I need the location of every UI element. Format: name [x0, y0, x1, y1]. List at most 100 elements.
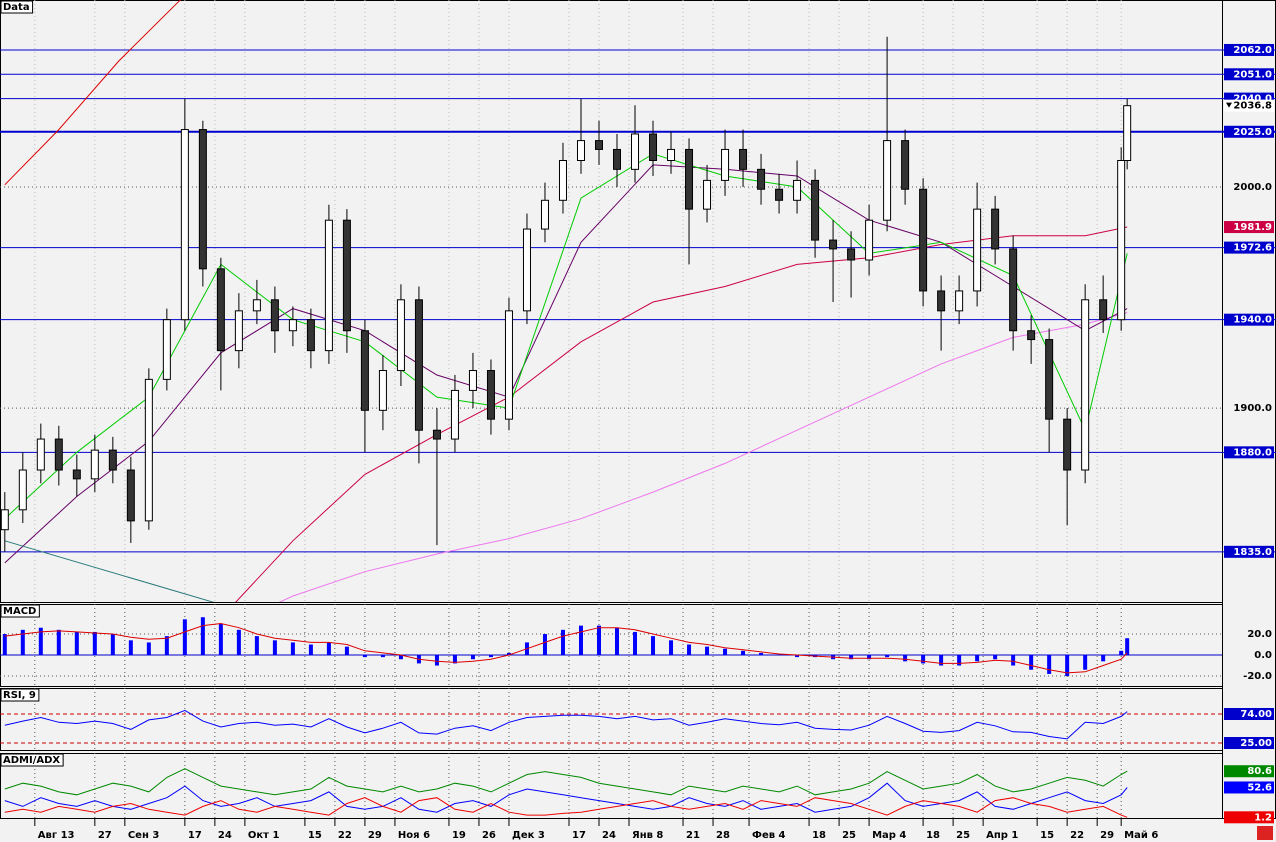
macd-bar [362, 655, 367, 658]
axis-tag: 1940.0 [1233, 315, 1272, 326]
candle-body [811, 179, 820, 241]
candle-body [1081, 299, 1090, 471]
candle-body [72, 469, 81, 480]
candle-body [1045, 339, 1054, 420]
macd-bar [867, 655, 872, 660]
macd-bar [380, 655, 385, 658]
x-tick-label: 28 [716, 830, 730, 841]
macd-bar [596, 625, 601, 656]
candle-body [649, 133, 658, 162]
macd-bar [344, 646, 349, 656]
macd-bar [218, 623, 223, 656]
macd-bar [633, 631, 638, 656]
candle-body [901, 140, 910, 190]
x-tick-label: Сен 3 [128, 830, 160, 841]
candle-body [468, 370, 477, 391]
candle-body [198, 129, 207, 270]
candle-body [36, 438, 45, 471]
macd-bar [272, 640, 277, 656]
axis-tag-bg [1224, 781, 1274, 794]
panel-title: RSI, 9 [3, 690, 36, 701]
candle-body [486, 370, 495, 420]
macd-bar [615, 627, 620, 656]
candle-body [703, 179, 712, 210]
macd-bar [1101, 655, 1106, 662]
macd-bar [182, 619, 187, 656]
x-tick-label: Дек 3 [512, 830, 545, 841]
candle-body [757, 168, 766, 190]
macd-bar [759, 652, 764, 656]
candle-body [667, 148, 676, 162]
axis-tag: 20.0 [1247, 629, 1272, 640]
x-tick-label: 15 [308, 830, 322, 841]
candle-body [829, 239, 838, 250]
axis-tag: 74.00 [1240, 709, 1272, 720]
macd-bar [578, 625, 583, 656]
axis-tag-bg [1224, 221, 1274, 234]
axis-tag: 0.0 [1254, 650, 1272, 661]
macd-bar [885, 655, 890, 658]
candle-body [108, 449, 117, 471]
macd-bar [687, 644, 692, 656]
macd-bar [921, 655, 926, 664]
axis-tag: 80.6 [1247, 766, 1272, 777]
macd-bar [705, 646, 710, 656]
macd-bar [939, 655, 944, 666]
candle-body [270, 299, 279, 332]
x-tick-label: 22 [338, 830, 352, 841]
candle-body [252, 299, 261, 312]
x-tick-label: 21 [686, 830, 700, 841]
candle-body [0, 509, 9, 531]
candle-body [721, 148, 730, 181]
macd-bar [506, 652, 511, 656]
candle-body [342, 219, 351, 332]
axis-tag: 2025.0 [1233, 127, 1272, 138]
candle-body [739, 148, 748, 170]
candle-body [126, 469, 135, 522]
panel-title-bg [0, 753, 64, 767]
x-tick-label: 17 [572, 830, 586, 841]
axis-tag: 2062.0 [1233, 45, 1272, 56]
x-tick-label: Фев 4 [752, 830, 786, 841]
axis-tag: 1.2 [1254, 812, 1272, 823]
candle-body [90, 449, 99, 480]
macd-bar [164, 636, 169, 656]
candle-body [1027, 330, 1036, 341]
panel-title-bg [0, 0, 34, 14]
macd-bar [560, 629, 565, 656]
macd-bar [1125, 638, 1130, 656]
x-tick-label: Май 6 [1124, 830, 1158, 841]
candle-body [378, 370, 387, 411]
axis-tag-bg [1224, 68, 1274, 81]
candle-body [613, 148, 622, 170]
macd-bar [488, 655, 493, 658]
axis-tag: 1972.6 [1233, 243, 1272, 254]
x-tick-label: 24 [218, 830, 232, 841]
macd-bar [993, 655, 998, 660]
axis-tag: 2000.0 [1233, 182, 1272, 193]
candle-body [180, 129, 189, 321]
moving-average [278, 312, 1128, 602]
x-tick-label: Окт 1 [248, 830, 280, 841]
macd-bar [1011, 655, 1016, 666]
x-tick-label: 18 [812, 830, 826, 841]
candle-body [396, 299, 405, 372]
panel-title-bg [0, 604, 40, 618]
macd-bar [903, 655, 908, 662]
candle-body [306, 319, 315, 352]
x-tick-label: 27 [98, 830, 112, 841]
candle-body [234, 310, 243, 352]
candle-body [955, 290, 964, 312]
x-tick-label: Янв 8 [632, 830, 663, 841]
candle-body [883, 140, 892, 221]
macd-bar [795, 655, 800, 658]
candle-body [540, 199, 549, 230]
x-tick-label: 22 [1070, 830, 1084, 841]
candle-body [631, 133, 640, 170]
macd-bar [1119, 650, 1124, 656]
candle-body [1123, 105, 1132, 162]
candle-body [973, 208, 982, 292]
candle-body [919, 188, 928, 292]
corner-icon[interactable] [1257, 826, 1273, 840]
